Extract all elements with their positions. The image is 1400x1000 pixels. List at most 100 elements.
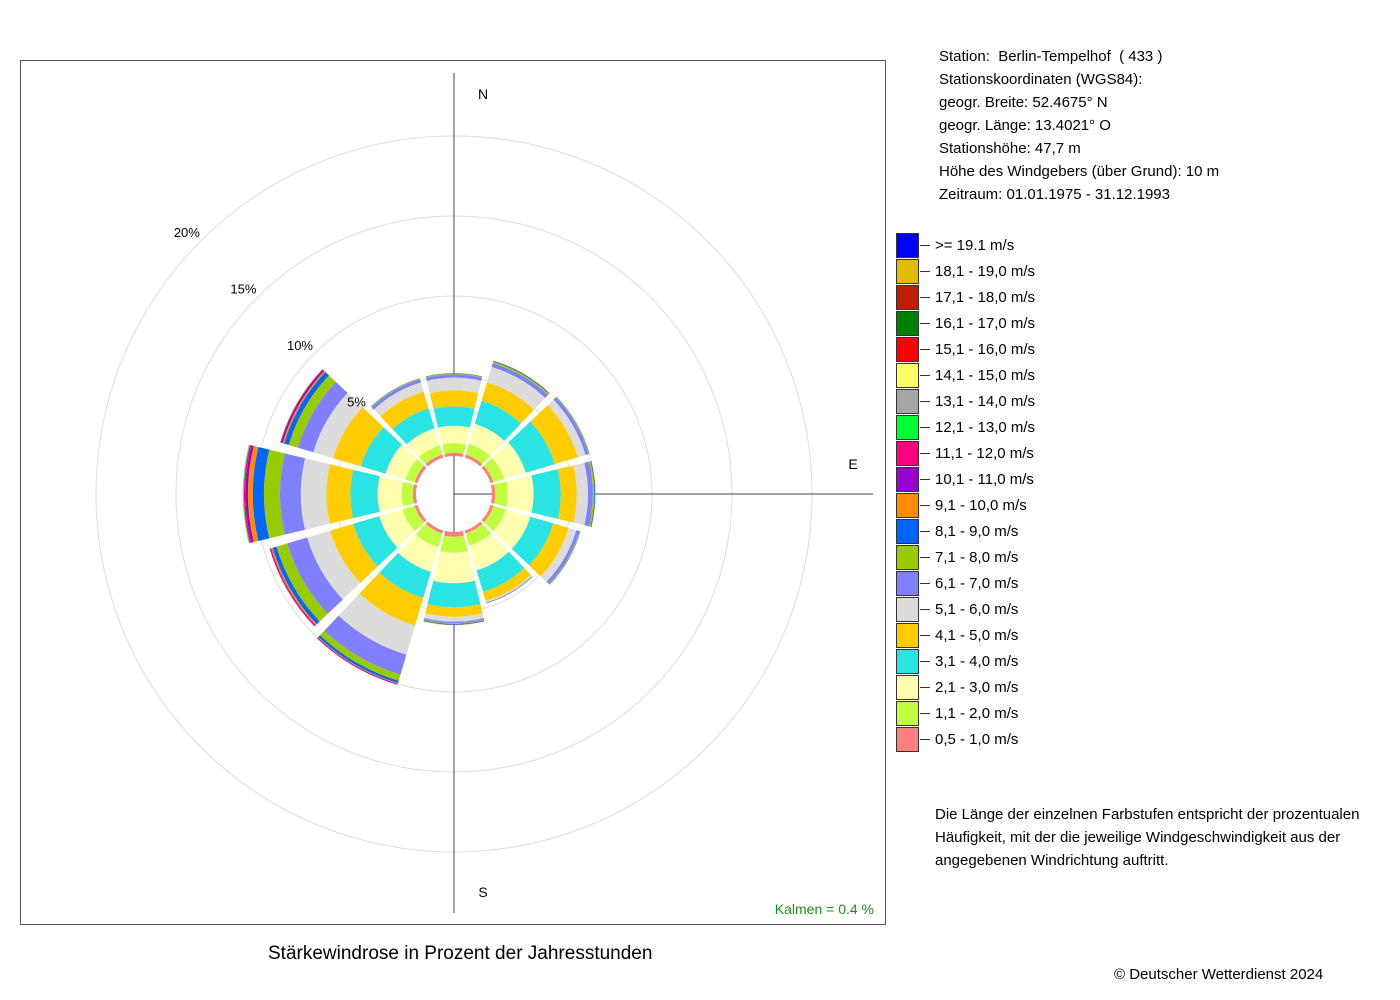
legend-label: 4,1 - 5,0 m/s: [935, 627, 1019, 644]
wind-segment: [490, 484, 496, 504]
wind-segment: [423, 620, 485, 625]
wind-segment: [425, 373, 483, 378]
legend-label: 7,1 - 8,0 m/s: [935, 549, 1019, 566]
legend-swatch: [896, 337, 919, 362]
wind-segment: [529, 523, 569, 577]
wind-segment: [492, 442, 526, 480]
anemometer-height: Höhe des Windgebers (über Grund): 10 m: [939, 163, 1220, 180]
wind-segment: [444, 530, 464, 537]
wind-segment: [280, 453, 306, 535]
wind-segment: [481, 504, 494, 523]
wind-segment: [483, 505, 506, 532]
legend-tick: [920, 479, 930, 480]
legend-label: 2,1 - 3,0 m/s: [935, 679, 1019, 696]
wind-segment: [405, 459, 425, 483]
legend-label: 15,1 - 16,0 m/s: [935, 341, 1036, 358]
legend-label: 16,1 - 17,0 m/s: [935, 315, 1036, 332]
wind-segment: [426, 377, 482, 394]
wind-segment: [272, 546, 320, 625]
legend-label: 12,1 - 13,0 m/s: [935, 419, 1036, 436]
copyright-notice: © Deutscher Wetterdienst 2024: [1114, 966, 1324, 983]
direction-label: S: [478, 884, 487, 900]
wind-segment: [276, 543, 328, 622]
wind-segment: [242, 444, 250, 544]
legend-label: 3,1 - 4,0 m/s: [935, 653, 1019, 670]
legend-label: 0,5 - 1,0 m/s: [935, 731, 1019, 748]
legend-label: 10,1 - 11,0 m/s: [935, 471, 1034, 488]
wind-segment: [406, 428, 440, 458]
wind-segment: [481, 465, 494, 484]
wind-segment: [591, 460, 596, 528]
legend-label: 1,1 - 2,0 m/s: [935, 705, 1019, 722]
wind-segment: [464, 454, 483, 467]
wind-segment: [508, 421, 555, 473]
wind-segment: [476, 551, 525, 592]
wind-segment: [248, 445, 259, 543]
wind-segment: [485, 574, 532, 603]
station-coordinates-header: Stationskoordinaten (WGS84):: [939, 71, 1143, 88]
wind-segment: [494, 481, 509, 507]
legend-swatch: [896, 311, 919, 336]
wind-segment: [244, 444, 252, 544]
legend-swatch: [896, 493, 919, 518]
wind-segment: [468, 423, 505, 456]
wind-segment: [392, 408, 435, 445]
wind-segment: [438, 425, 470, 445]
wind-segment: [465, 443, 491, 465]
wind-segment: [252, 447, 270, 541]
wind-segment: [412, 484, 418, 504]
wind-segment: [546, 530, 580, 585]
wind-segment: [319, 630, 401, 681]
direction-label: N: [478, 86, 488, 102]
chart-caption: Stärkewindrose in Prozent der Jahresstun…: [268, 943, 653, 964]
wind-segment: [424, 613, 484, 622]
wind-segment: [423, 618, 485, 624]
legend-tick: [920, 583, 930, 584]
wind-rose-plot-frame: 5% 10% 15% 20% N E S Kalmen = 0.4 %: [20, 60, 886, 925]
wind-segment: [425, 604, 483, 617]
wind-segment: [482, 567, 531, 602]
wind-segment: [493, 509, 531, 549]
legend-tick: [920, 713, 930, 714]
wind-segment: [359, 572, 424, 626]
legend-tick: [920, 271, 930, 272]
legend-swatch: [896, 467, 919, 492]
legend-tick: [920, 739, 930, 740]
wind-segment: [423, 619, 485, 625]
legend-swatch: [896, 571, 919, 596]
legend-tick: [920, 349, 930, 350]
wind-segment: [350, 469, 380, 519]
wind-segment: [531, 469, 561, 519]
wind-segment: [557, 465, 577, 523]
wind-segment: [590, 461, 596, 527]
ring-label: 15%: [230, 281, 256, 296]
wind-segment: [573, 462, 588, 526]
legend-label: 17,1 - 18,0 m/s: [935, 289, 1036, 306]
wind-segment: [444, 452, 464, 458]
wind-segment: [415, 523, 443, 548]
wind-segment: [553, 397, 589, 456]
wind-segment: [530, 405, 578, 465]
legend-swatch: [896, 675, 919, 700]
legend-swatch: [896, 727, 919, 752]
wind-segment: [426, 374, 482, 381]
wind-segment: [313, 392, 363, 459]
station-elevation: Stationshöhe: 47,7 m: [939, 140, 1081, 157]
wind-segment: [385, 444, 418, 480]
wind-segment: [371, 379, 421, 410]
wind-segment: [483, 457, 505, 483]
wind-segment: [474, 400, 521, 441]
legend-label: 6,1 - 7,0 m/s: [935, 575, 1019, 592]
legend-swatch: [896, 441, 919, 466]
legend-tick: [920, 687, 930, 688]
legend-tick: [920, 401, 930, 402]
legend-tick: [920, 557, 930, 558]
wind-segment: [377, 476, 404, 512]
legend-swatch: [896, 259, 919, 284]
wind-segment: [433, 551, 475, 584]
wind-segment: [506, 475, 534, 513]
note-line: angegebenen Windrichtung auftritt.: [935, 852, 1169, 869]
station-latitude: geogr. Breite: 52.4675° N: [939, 94, 1108, 111]
wind-segment: [297, 381, 348, 453]
wind-segment: [487, 367, 546, 410]
